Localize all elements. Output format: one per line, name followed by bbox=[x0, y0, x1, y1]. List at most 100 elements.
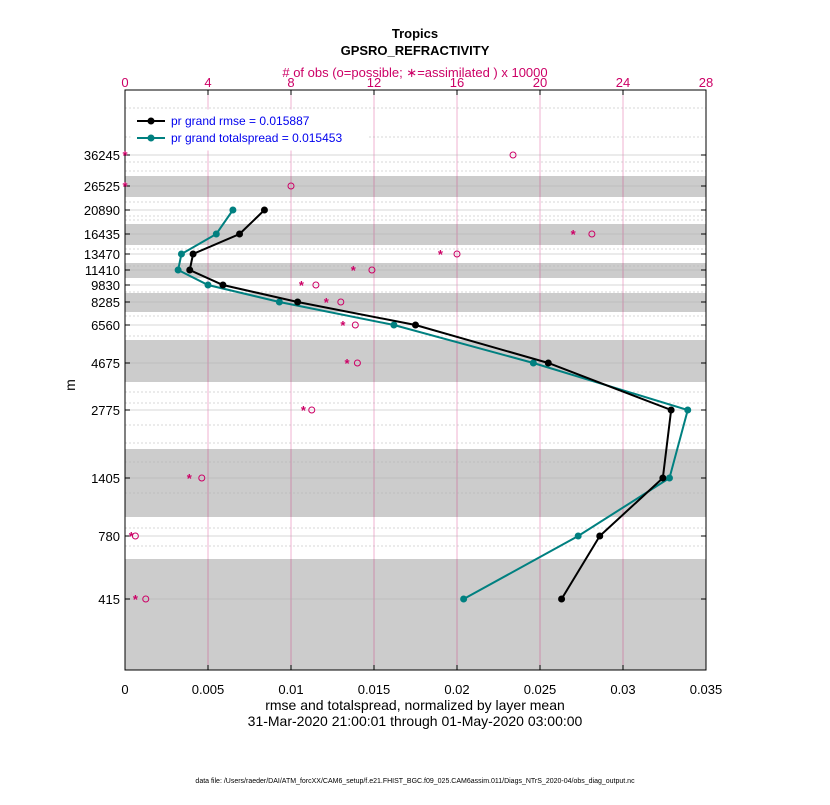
y-tick-label: 13470 bbox=[84, 247, 120, 262]
top-tick-label: 0 bbox=[121, 75, 128, 90]
series-point bbox=[667, 406, 675, 414]
series-point bbox=[665, 474, 673, 482]
legend-box bbox=[130, 109, 368, 151]
y-tick-label: 4675 bbox=[91, 356, 120, 371]
series-point bbox=[186, 266, 194, 274]
legend: pr grand rmse = 0.015887 pr grand totals… bbox=[130, 109, 368, 151]
y-tick-label: 6560 bbox=[91, 318, 120, 333]
legend-spread-marker bbox=[147, 134, 155, 142]
obs-assimilated-marker: * bbox=[129, 529, 135, 544]
series-point bbox=[659, 474, 667, 482]
x-tick-label: 0.03 bbox=[610, 682, 635, 697]
obs-assimilated-marker: * bbox=[122, 148, 128, 163]
top-tick-label: 24 bbox=[616, 75, 630, 90]
legend-rmse-label: pr grand rmse = 0.015887 bbox=[171, 114, 310, 128]
shaded-bands bbox=[125, 176, 706, 670]
shaded-layer-band bbox=[125, 293, 706, 312]
x-tick-label: 0.035 bbox=[690, 682, 723, 697]
obs-possible-marker bbox=[509, 151, 517, 159]
series-point bbox=[236, 230, 244, 238]
footer-data-file: data file: /Users/raeder/DAI/ATM_forcXX/… bbox=[195, 778, 635, 785]
top-tick-label: 16 bbox=[450, 75, 464, 90]
obs-assimilated-marker: * bbox=[122, 179, 128, 194]
plot-frame bbox=[124, 89, 707, 671]
series-point bbox=[212, 230, 220, 238]
y-tick-label: 26525 bbox=[84, 179, 120, 194]
obs-assimilated-marker: * bbox=[340, 318, 346, 333]
obs-possible-marker bbox=[368, 266, 376, 274]
x-axis-label: rmse and totalspread, normalized by laye… bbox=[265, 697, 565, 713]
top-tick-label: 4 bbox=[204, 75, 211, 90]
series-point bbox=[390, 321, 398, 329]
y-tick-label: 20890 bbox=[84, 203, 120, 218]
series-point bbox=[412, 321, 419, 329]
series-point bbox=[177, 250, 185, 258]
series-point bbox=[275, 298, 283, 306]
x-tick-label: 0.005 bbox=[192, 682, 225, 697]
date-range: 31-Mar-2020 21:00:01 through 01-May-2020… bbox=[248, 713, 583, 729]
series-point bbox=[574, 532, 582, 540]
y-tick-label: 2775 bbox=[91, 403, 120, 418]
shaded-layer-band bbox=[125, 559, 706, 670]
y-tick-label: 16435 bbox=[84, 227, 120, 242]
y-axis-label: m bbox=[62, 379, 78, 391]
series-point bbox=[229, 206, 237, 214]
obs-possible-marker bbox=[131, 532, 139, 540]
obs-assimilated-marker: * bbox=[299, 278, 305, 293]
obs-assimilated-marker: * bbox=[133, 592, 139, 607]
obs-assimilated-marker: * bbox=[438, 247, 444, 262]
legend-spread-label: pr grand totalspread = 0.015453 bbox=[171, 131, 342, 145]
obs-assimilated-marker: * bbox=[301, 403, 307, 418]
y-tick-label: 780 bbox=[98, 529, 120, 544]
obs-possible-marker bbox=[142, 595, 150, 603]
axis-ticks: 0 0.005 0.01 0.015 0.02 0.025 0.03 0.035 0 4 8 12 16… bbox=[84, 75, 722, 697]
obs-possible-marker bbox=[198, 474, 206, 482]
obs-possible-marker bbox=[453, 250, 461, 258]
series-line bbox=[188, 209, 673, 600]
shaded-layer-band bbox=[125, 263, 706, 278]
series-point bbox=[294, 298, 302, 306]
top-axis-label: # of obs (o=possible; ∗=assimilated ) x … bbox=[282, 65, 547, 80]
shaded-layer-band bbox=[125, 340, 706, 382]
legend-rmse-marker bbox=[147, 117, 155, 125]
top-tick-label: 8 bbox=[287, 75, 294, 90]
obs-possible-marker bbox=[308, 406, 316, 414]
chart-title: Tropics bbox=[392, 26, 438, 41]
series-point bbox=[558, 595, 566, 603]
obs-possible-marker bbox=[588, 230, 596, 238]
x-tick-label: 0.02 bbox=[444, 682, 469, 697]
obs-assimilated-marker: * bbox=[187, 471, 193, 486]
top-tick-label: 20 bbox=[533, 75, 547, 90]
obs-possible-marker bbox=[287, 182, 295, 190]
obs-possible-marker bbox=[353, 359, 361, 367]
series-point bbox=[260, 206, 268, 214]
chart-subtitle: GPSRO_REFRACTIVITY bbox=[341, 43, 490, 58]
series-point bbox=[596, 532, 604, 540]
y-tick-label: 1405 bbox=[91, 471, 120, 486]
y-tick-label: 11410 bbox=[85, 263, 120, 278]
series-line bbox=[176, 209, 689, 600]
series bbox=[174, 206, 692, 603]
series-point bbox=[204, 281, 212, 289]
series-point bbox=[174, 266, 182, 274]
y-tick-label: 415 bbox=[98, 592, 120, 607]
shaded-layer-band bbox=[125, 224, 706, 245]
obs-possible-marker bbox=[351, 321, 359, 329]
y-tick-label: 8285 bbox=[91, 295, 120, 310]
series-point bbox=[189, 250, 197, 258]
top-tick-label: 28 bbox=[699, 75, 713, 90]
obs-assimilated-marker: * bbox=[344, 356, 350, 371]
obs-possible-marker bbox=[337, 298, 345, 306]
obs-assimilated-marker: * bbox=[351, 263, 357, 278]
series-point bbox=[219, 281, 227, 289]
series-point bbox=[529, 359, 537, 367]
x-tick-label: 0.015 bbox=[358, 682, 391, 697]
y-tick-label: 36245 bbox=[84, 148, 120, 163]
x-tick-label: 0 bbox=[121, 682, 128, 697]
series-point bbox=[684, 406, 692, 414]
top-tick-label: 12 bbox=[367, 75, 381, 90]
shaded-layer-band bbox=[125, 176, 706, 197]
obs-assimilated-marker: * bbox=[571, 227, 577, 242]
x-tick-label: 0.01 bbox=[278, 682, 303, 697]
